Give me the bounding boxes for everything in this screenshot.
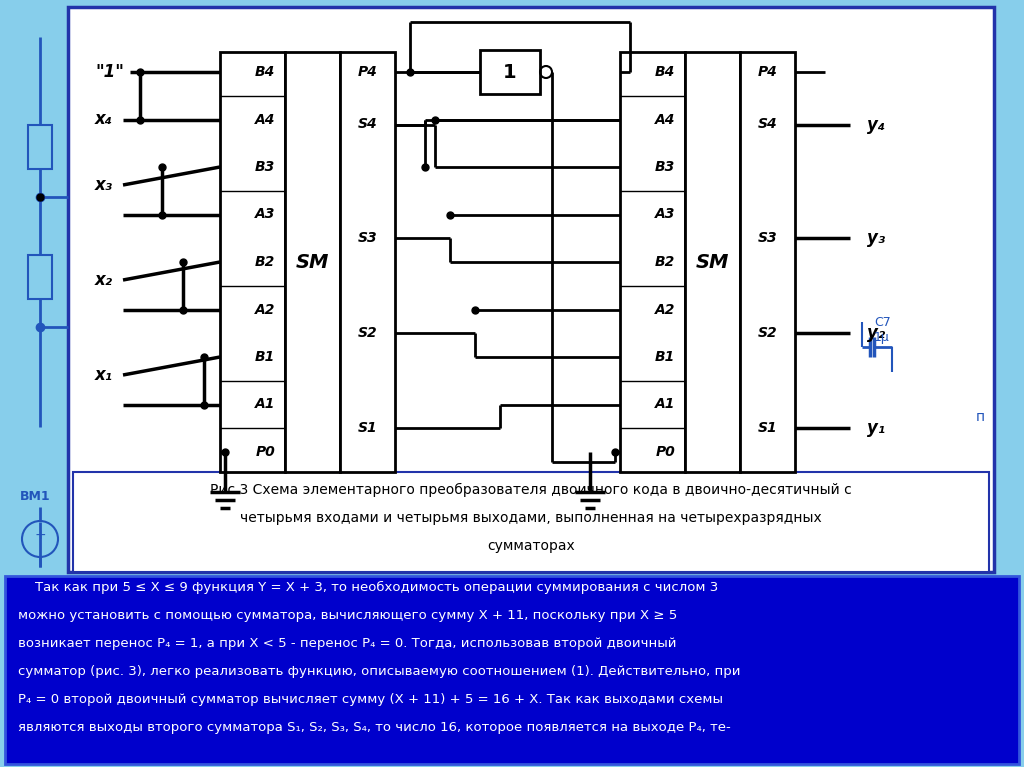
Bar (28, 125, 52, 169)
Bar (28, 255, 52, 299)
Bar (340, 52, 395, 472)
Text: "1": "1" (95, 63, 124, 81)
Text: A1: A1 (654, 397, 675, 412)
Text: P0: P0 (255, 445, 275, 459)
Text: B4: B4 (255, 65, 275, 79)
Text: являются выходы второго сумматора S₁, S₂, S₃, S₄, то число 16, которое появляетс: являются выходы второго сумматора S₁, S₂… (18, 720, 731, 733)
Text: 1: 1 (503, 62, 517, 81)
Bar (285, 52, 340, 472)
Text: C7: C7 (874, 315, 891, 328)
Text: P₄ = 0 второй двоичный сумматор вычисляет сумму (X + 11) + 5 = 16 + X. Так как в: P₄ = 0 второй двоичный сумматор вычисляе… (18, 693, 723, 706)
Text: сумматорах: сумматорах (487, 539, 574, 553)
Text: A4: A4 (255, 113, 275, 127)
Text: SM: SM (296, 252, 329, 272)
Text: y₁: y₁ (867, 420, 885, 437)
Text: A1: A1 (255, 397, 275, 412)
Text: п: п (976, 410, 984, 424)
Text: +: + (34, 528, 46, 542)
Text: Рис.3 Схема элементарного преобразователя двоичного кода в двоично-десятичный с: Рис.3 Схема элементарного преобразовател… (210, 483, 852, 497)
Text: A4: A4 (654, 113, 675, 127)
Text: S2: S2 (357, 326, 377, 341)
Text: B1: B1 (255, 350, 275, 364)
Text: B3: B3 (255, 160, 275, 174)
Bar (73, 472, 989, 572)
Text: S4: S4 (357, 117, 377, 131)
Text: x₃: x₃ (95, 176, 113, 194)
Text: y₃: y₃ (867, 229, 885, 247)
Bar (220, 52, 285, 472)
Text: четырьмя входами и четырьмя выходами, выполненная на четырехразрядных: четырьмя входами и четырьмя выходами, вы… (240, 511, 822, 525)
Text: x₄: x₄ (95, 110, 113, 129)
Bar (480, 50, 540, 94)
Text: B1: B1 (654, 350, 675, 364)
Text: B2: B2 (255, 255, 275, 269)
Text: A3: A3 (255, 208, 275, 222)
Text: B4: B4 (654, 65, 675, 79)
Bar (5, 576, 1019, 764)
Text: S2: S2 (758, 326, 777, 341)
Text: x₁: x₁ (95, 366, 113, 384)
Text: S1: S1 (357, 421, 377, 435)
Text: ВМ1: ВМ1 (20, 491, 50, 503)
Text: S1: S1 (758, 421, 777, 435)
Text: P4: P4 (357, 65, 378, 79)
Bar (620, 52, 685, 472)
Text: A2: A2 (255, 302, 275, 317)
Bar (685, 52, 740, 472)
Text: P4: P4 (758, 65, 777, 79)
Text: S4: S4 (758, 117, 777, 131)
Text: y₂: y₂ (867, 324, 885, 342)
Text: Так как при 5 ≤ X ≤ 9 функция Y = X + 3, то необходимость операции суммирования : Так как при 5 ≤ X ≤ 9 функция Y = X + 3,… (18, 581, 718, 594)
Text: 1μ: 1μ (874, 331, 890, 344)
Text: возникает перенос P₄ = 1, а при X < 5 - перенос P₄ = 0. Тогда, использовав второ: возникает перенос P₄ = 1, а при X < 5 - … (18, 637, 677, 650)
Text: S3: S3 (357, 231, 377, 245)
Bar (68, 7, 994, 572)
Text: P0: P0 (655, 445, 675, 459)
Text: B3: B3 (654, 160, 675, 174)
Text: SM: SM (696, 252, 729, 272)
Text: y₄: y₄ (867, 116, 885, 133)
Text: A2: A2 (654, 302, 675, 317)
Text: B2: B2 (654, 255, 675, 269)
Text: сумматор (рис. 3), легко реализовать функцию, описываемую соотношением (1). Дейс: сумматор (рис. 3), легко реализовать фун… (18, 664, 740, 677)
Text: можно установить с помощью сумматора, вычисляющего сумму X + 11, поскольку при X: можно установить с помощью сумматора, вы… (18, 608, 677, 621)
Text: S3: S3 (758, 231, 777, 245)
Text: x₂: x₂ (95, 271, 113, 289)
Bar (740, 52, 795, 472)
Text: A3: A3 (654, 208, 675, 222)
